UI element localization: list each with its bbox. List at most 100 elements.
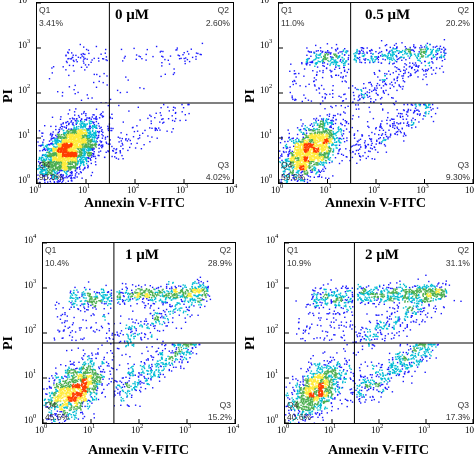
event-dot: [323, 127, 326, 129]
event-dot: [396, 127, 399, 130]
event-dot: [325, 143, 327, 145]
event-dot: [84, 158, 86, 160]
event-dot: [70, 152, 72, 154]
event-dot: [310, 147, 313, 149]
event-dot: [420, 53, 422, 55]
event-dot: [69, 118, 71, 120]
event-dot: [119, 150, 121, 152]
event-dot: [280, 155, 282, 157]
event-dot: [416, 113, 419, 116]
event-dot: [319, 157, 322, 159]
event-dot: [378, 142, 381, 145]
event-dot: [94, 118, 97, 120]
event-dot: [408, 124, 410, 126]
event-dot: [81, 55, 83, 57]
event-dot: [303, 171, 305, 173]
event-dot: [42, 162, 44, 164]
event-dot: [356, 57, 358, 59]
event-dot: [78, 160, 80, 162]
event-dot: [66, 167, 68, 169]
event-dot: [408, 51, 411, 53]
event-dot: [90, 133, 92, 135]
event-dot: [387, 54, 389, 57]
event-dot: [82, 169, 84, 171]
event-dot: [84, 64, 87, 66]
event-dot: [54, 164, 56, 166]
event-dot: [67, 148, 70, 150]
event-dot: [341, 56, 343, 59]
event-dot: [78, 154, 81, 157]
event-dot: [322, 136, 324, 138]
event-dot: [303, 137, 305, 140]
event-dot: [345, 52, 348, 54]
event-dot: [118, 141, 120, 143]
event-dot: [105, 59, 107, 61]
event-dot: [82, 158, 84, 161]
event-dot: [41, 135, 43, 137]
event-dot: [398, 68, 401, 71]
event-dot: [372, 89, 375, 91]
event-dot: [299, 151, 301, 153]
event-dot: [294, 143, 296, 146]
event-dot: [340, 76, 342, 78]
event-dot: [300, 143, 302, 145]
event-dot: [94, 144, 97, 146]
event-dot: [38, 130, 41, 132]
event-dot: [332, 114, 335, 117]
event-dot: [320, 158, 323, 161]
event-dot: [41, 172, 43, 175]
event-dot: [89, 145, 91, 147]
event-dot: [375, 92, 377, 94]
event-dot: [321, 59, 324, 61]
event-dot: [80, 118, 83, 120]
event-dot: [93, 57, 95, 60]
event-dot: [94, 134, 97, 136]
event-dot: [56, 159, 58, 161]
event-dot: [285, 164, 287, 167]
event-dot: [43, 175, 45, 177]
event-dot: [74, 158, 76, 160]
event-dot: [422, 56, 424, 58]
event-dot: [77, 56, 80, 58]
event-dot: [306, 153, 309, 155]
event-dot: [387, 53, 389, 55]
event-dot: [381, 79, 383, 81]
event-dot: [409, 50, 411, 52]
event-dot: [384, 75, 386, 77]
event-dot: [357, 88, 360, 91]
event-dot: [101, 114, 103, 117]
event-dot: [89, 143, 91, 145]
event-dot: [361, 90, 363, 92]
event-dot: [318, 133, 320, 135]
event-dot: [313, 166, 315, 168]
event-dot: [319, 171, 321, 173]
event-dot: [59, 140, 61, 143]
event-dot: [330, 122, 332, 124]
event-dot: [76, 135, 78, 138]
event-dot: [341, 160, 343, 162]
event-dot: [44, 162, 47, 164]
event-dot: [79, 164, 82, 167]
event-dot: [311, 133, 314, 136]
event-dot: [342, 62, 345, 65]
event-dot: [313, 80, 315, 82]
event-dot: [54, 166, 57, 169]
event-dot: [356, 162, 358, 164]
event-dot: [282, 170, 284, 173]
event-dot: [81, 133, 83, 135]
event-dot: [324, 167, 327, 170]
event-dot: [293, 158, 295, 160]
event-dot: [344, 106, 346, 109]
event-dot: [342, 50, 344, 52]
event-dot: [77, 130, 80, 132]
event-dot: [142, 132, 144, 134]
event-dot: [168, 110, 170, 112]
event-dot: [167, 118, 170, 120]
event-dot: [345, 156, 347, 158]
event-dot: [425, 105, 427, 107]
event-dot: [61, 95, 64, 97]
event-dot: [305, 136, 308, 138]
event-dot: [109, 143, 111, 145]
event-dot: [56, 177, 58, 179]
event-dot: [405, 59, 407, 61]
